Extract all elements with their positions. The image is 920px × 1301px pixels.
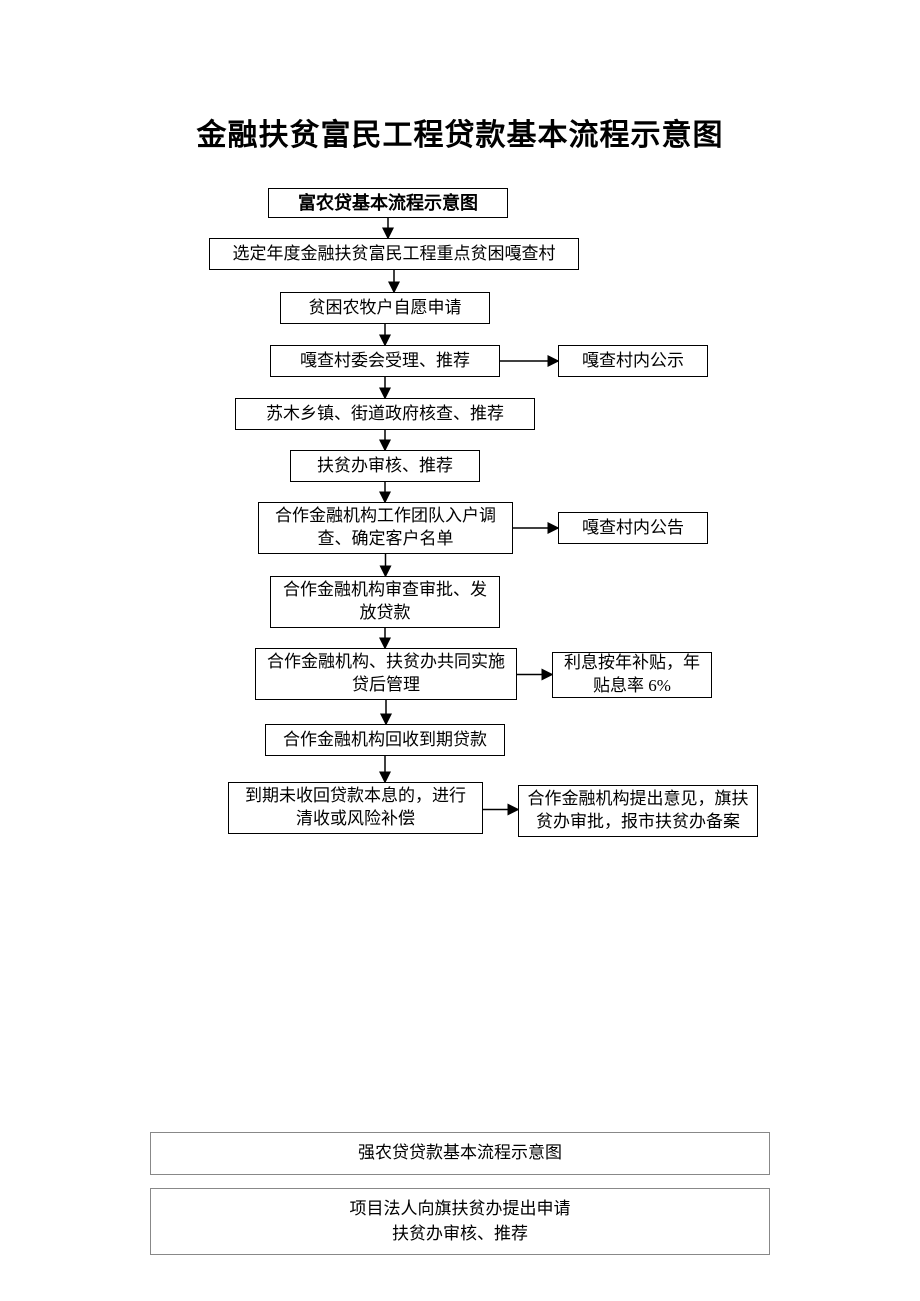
footer-box-1: 强农贷贷款基本流程示意图 [150, 1132, 770, 1175]
flow-node-n3: 嘎查村委会受理、推荐 [270, 345, 500, 377]
flow-node-n8b: 利息按年补贴，年贴息率 6% [552, 652, 712, 698]
flow-node-n6b: 嘎查村内公告 [558, 512, 708, 544]
page-title: 金融扶贫富民工程贷款基本流程示意图 [0, 110, 920, 154]
flow-node-n5: 扶贫办审核、推荐 [290, 450, 480, 482]
flow-node-n3b: 嘎查村内公示 [558, 345, 708, 377]
flow-node-n6: 合作金融机构工作团队入户调查、确定客户名单 [258, 502, 513, 554]
flow-node-n9: 合作金融机构回收到期贷款 [265, 724, 505, 756]
flow-node-n1: 选定年度金融扶贫富民工程重点贫困嘎查村 [209, 238, 579, 270]
footer-box-2: 项目法人向旗扶贫办提出申请 扶贫办审核、推荐 [150, 1188, 770, 1255]
flow-node-n2: 贫困农牧户自愿申请 [280, 292, 490, 324]
flow-node-n7: 合作金融机构审查审批、发放贷款 [270, 576, 500, 628]
footer-2-line1: 项目法人向旗扶贫办提出申请 [350, 1199, 571, 1218]
flow-node-n0: 富农贷基本流程示意图 [268, 188, 508, 218]
flow-node-n8: 合作金融机构、扶贫办共同实施贷后管理 [255, 648, 517, 700]
flowchart-container: 富农贷基本流程示意图选定年度金融扶贫富民工程重点贫困嘎查村贫困农牧户自愿申请嘎查… [0, 180, 920, 980]
flow-node-n10b: 合作金融机构提出意见，旗扶贫办审批，报市扶贫办备案 [518, 785, 758, 837]
flow-node-n10: 到期未收回贷款本息的，进行清收或风险补偿 [228, 782, 483, 834]
footer-2-line2: 扶贫办审核、推荐 [392, 1224, 528, 1243]
flow-node-n4: 苏木乡镇、街道政府核查、推荐 [235, 398, 535, 430]
footer-1-text: 强农贷贷款基本流程示意图 [358, 1143, 562, 1162]
